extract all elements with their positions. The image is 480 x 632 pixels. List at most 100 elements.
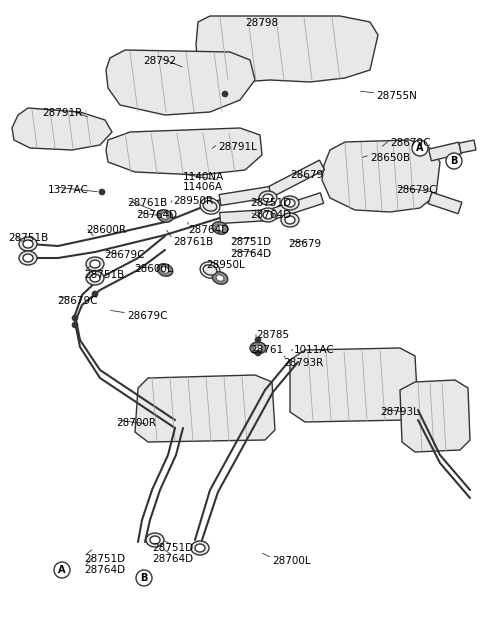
Text: A: A — [416, 143, 424, 153]
Ellipse shape — [212, 222, 228, 234]
Circle shape — [222, 91, 228, 97]
Ellipse shape — [19, 251, 37, 265]
Polygon shape — [322, 140, 440, 212]
Circle shape — [255, 337, 261, 343]
Text: 28751D: 28751D — [84, 554, 125, 564]
Ellipse shape — [19, 237, 37, 251]
Ellipse shape — [259, 191, 277, 205]
Ellipse shape — [250, 342, 266, 354]
Polygon shape — [106, 50, 255, 115]
Ellipse shape — [281, 196, 299, 210]
Text: 28679C: 28679C — [390, 138, 431, 148]
Text: 28700L: 28700L — [272, 556, 311, 566]
Circle shape — [72, 322, 78, 328]
Text: 1140NA: 1140NA — [183, 172, 224, 182]
Polygon shape — [220, 210, 270, 224]
Circle shape — [412, 140, 428, 156]
Circle shape — [136, 570, 152, 586]
Polygon shape — [400, 380, 470, 452]
Ellipse shape — [212, 272, 228, 284]
Text: 28764D: 28764D — [136, 210, 177, 220]
Polygon shape — [196, 16, 378, 82]
Ellipse shape — [285, 216, 295, 224]
Text: 28755N: 28755N — [376, 91, 417, 101]
Ellipse shape — [90, 260, 100, 268]
Polygon shape — [428, 192, 462, 214]
Ellipse shape — [86, 257, 104, 271]
Ellipse shape — [191, 541, 209, 555]
Circle shape — [99, 189, 105, 195]
Circle shape — [446, 153, 462, 169]
Polygon shape — [268, 193, 324, 220]
Ellipse shape — [161, 213, 169, 219]
Ellipse shape — [259, 208, 277, 222]
Text: 28792: 28792 — [144, 56, 177, 66]
Text: 28761B: 28761B — [127, 198, 167, 208]
Text: 28751D: 28751D — [230, 237, 271, 247]
Text: A: A — [58, 565, 66, 575]
Text: 28764D: 28764D — [230, 249, 271, 259]
Text: 28761B: 28761B — [173, 237, 213, 247]
Ellipse shape — [23, 254, 33, 262]
Ellipse shape — [281, 213, 299, 227]
Ellipse shape — [263, 211, 273, 219]
Ellipse shape — [90, 274, 100, 282]
Ellipse shape — [23, 240, 33, 248]
Ellipse shape — [263, 194, 273, 202]
Text: 28650B: 28650B — [370, 153, 410, 163]
Text: 28600R: 28600R — [86, 225, 126, 235]
Ellipse shape — [216, 275, 224, 281]
Ellipse shape — [200, 198, 220, 214]
Text: 28679C: 28679C — [57, 296, 97, 306]
Polygon shape — [106, 128, 262, 175]
Ellipse shape — [216, 225, 224, 231]
Circle shape — [255, 350, 261, 356]
Ellipse shape — [203, 201, 217, 211]
Text: 28751D: 28751D — [153, 543, 193, 553]
Text: 28679: 28679 — [288, 239, 321, 249]
Ellipse shape — [146, 533, 164, 547]
Polygon shape — [459, 140, 476, 153]
Circle shape — [72, 315, 78, 321]
Text: B: B — [450, 156, 458, 166]
Ellipse shape — [86, 271, 104, 285]
Text: 28791L: 28791L — [218, 142, 257, 152]
Text: 28700R: 28700R — [116, 418, 156, 428]
Text: 28791R: 28791R — [42, 108, 82, 118]
Text: 28679C: 28679C — [396, 185, 436, 195]
Text: 28600L: 28600L — [134, 264, 173, 274]
Polygon shape — [429, 142, 461, 161]
Text: 28950R: 28950R — [173, 196, 213, 206]
Ellipse shape — [161, 267, 169, 273]
Text: 28798: 28798 — [245, 18, 278, 28]
Text: 1011AC: 1011AC — [294, 345, 335, 355]
Text: 28751B: 28751B — [84, 270, 124, 280]
Text: 28793R: 28793R — [283, 358, 323, 368]
Polygon shape — [290, 348, 418, 422]
Text: 11406A: 11406A — [183, 182, 223, 192]
Text: 28950L: 28950L — [206, 260, 245, 270]
Polygon shape — [267, 160, 324, 197]
Text: 28793L: 28793L — [380, 407, 419, 417]
Text: 1327AC: 1327AC — [48, 185, 89, 195]
Text: 28764D: 28764D — [250, 210, 291, 220]
Circle shape — [54, 562, 70, 578]
Ellipse shape — [157, 264, 173, 276]
Ellipse shape — [203, 265, 217, 275]
Ellipse shape — [195, 544, 205, 552]
Text: B: B — [140, 573, 148, 583]
Ellipse shape — [285, 199, 295, 207]
Text: 28679C: 28679C — [104, 250, 144, 260]
Ellipse shape — [150, 536, 160, 544]
Polygon shape — [12, 108, 112, 150]
Polygon shape — [135, 375, 275, 442]
Text: 28764D: 28764D — [84, 565, 125, 575]
Text: 28751D: 28751D — [250, 198, 291, 208]
Text: 28761: 28761 — [250, 345, 283, 355]
Text: 28679: 28679 — [290, 170, 323, 180]
Ellipse shape — [254, 345, 262, 351]
Text: 28751B: 28751B — [8, 233, 48, 243]
Text: 28764D: 28764D — [188, 225, 229, 235]
Ellipse shape — [200, 262, 220, 278]
Text: 28785: 28785 — [256, 330, 289, 340]
